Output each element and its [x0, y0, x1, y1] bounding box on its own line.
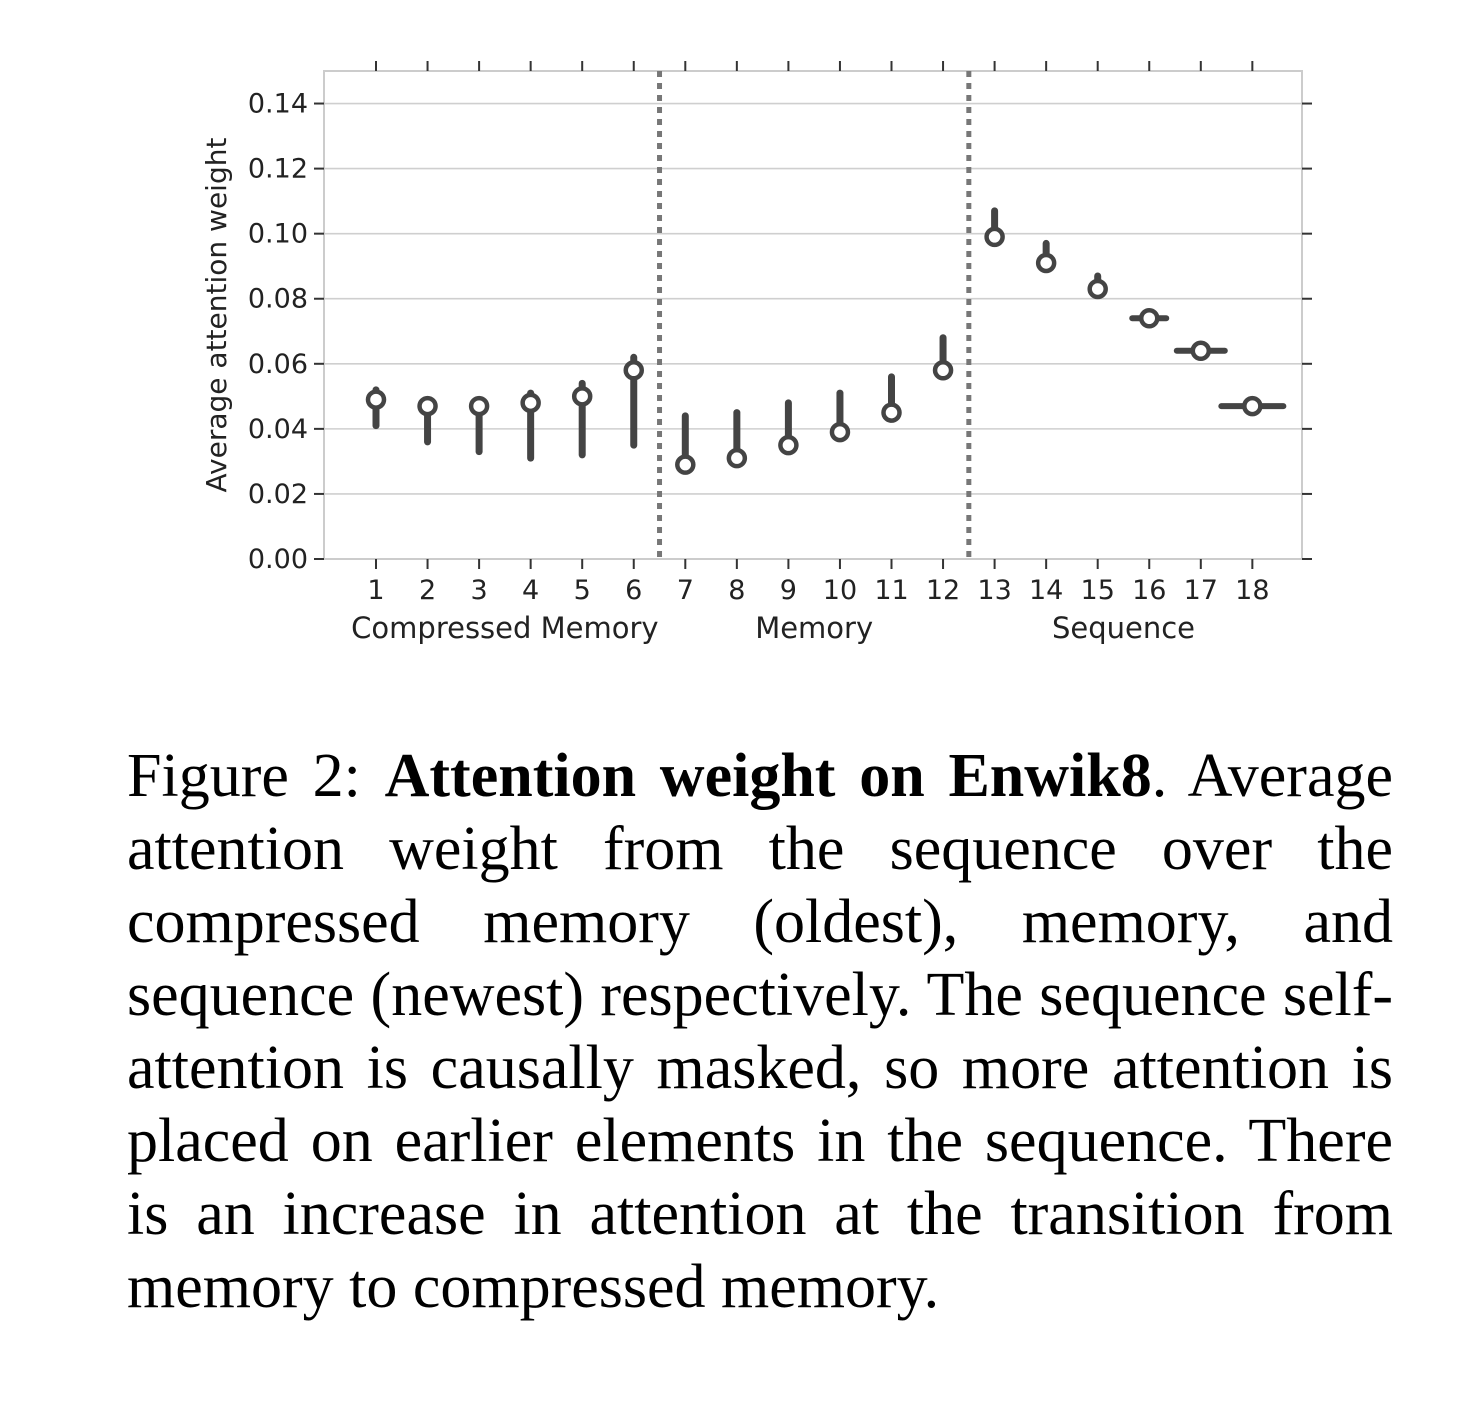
mean-marker — [984, 226, 1005, 248]
data-point-16 — [1129, 308, 1170, 329]
mean-marker — [1242, 395, 1263, 417]
data-point-13 — [984, 207, 1005, 248]
data-point-7 — [675, 412, 696, 475]
group-label: Compressed Memory — [351, 611, 658, 645]
y-tick-label: 0.04 — [248, 414, 308, 445]
caption-prefix: Figure 2: — [127, 742, 385, 810]
x-tick-label: 5 — [574, 575, 591, 606]
x-tick-label: 11 — [874, 575, 908, 606]
caption-title: Attention weight on Enwik8 — [384, 742, 1152, 810]
plot-frame — [323, 70, 1303, 560]
data-point-12 — [932, 334, 954, 381]
x-tick-labels: 1 2 3 4 5 6 7 8 9 10 11 12 13 14 15 16 17 18 — [367, 575, 1269, 606]
mean-marker — [778, 434, 799, 456]
mean-marker — [1190, 340, 1212, 362]
y-tick-label: 0.02 — [248, 479, 308, 510]
mean-marker — [623, 360, 644, 381]
y-tick-label: 0.00 — [248, 544, 308, 575]
x-tick-label: 12 — [926, 575, 960, 606]
x-tick-label: 17 — [1184, 575, 1218, 606]
mean-marker — [571, 386, 593, 407]
mean-marker — [468, 395, 490, 417]
x-tick-label: 8 — [728, 575, 745, 606]
mean-marker — [932, 360, 954, 381]
x-tick-label: 14 — [1029, 575, 1063, 606]
data-point-11 — [881, 373, 902, 423]
x-tick-label: 7 — [677, 575, 694, 606]
data-point-6 — [623, 353, 644, 449]
data-point-4 — [520, 389, 541, 462]
mean-marker — [1035, 252, 1057, 274]
data-marks — [365, 207, 1287, 475]
x-tick-label: 4 — [522, 575, 539, 606]
mean-marker — [520, 392, 541, 414]
mean-marker — [726, 447, 748, 469]
mean-marker — [365, 389, 387, 410]
mean-marker — [1087, 278, 1108, 300]
section-dividers — [657, 71, 972, 559]
data-point-18 — [1218, 395, 1287, 417]
x-tick-label: 1 — [367, 575, 384, 606]
figure-caption: Figure 2: Attention weight on Enwik8. Av… — [127, 740, 1393, 1324]
x-tick-label: 3 — [471, 575, 488, 606]
data-point-5 — [571, 379, 593, 459]
y-tick-label: 0.06 — [248, 349, 308, 380]
mean-marker — [675, 454, 696, 475]
mean-marker — [829, 421, 851, 443]
x-tick-label: 2 — [419, 575, 436, 606]
x-tick-label: 16 — [1132, 575, 1166, 606]
mean-marker — [1139, 308, 1160, 329]
caption-body: . Av­erage attention weight from the seq… — [127, 742, 1393, 1321]
data-point-17 — [1173, 340, 1228, 362]
x-tick-label: 6 — [625, 575, 642, 606]
y-tick-labels: 0.00 0.02 0.04 0.06 0.08 0.10 0.12 0.14 — [248, 89, 308, 575]
x-tick-label: 9 — [780, 575, 797, 606]
data-point-2 — [417, 395, 438, 446]
data-point-8 — [726, 409, 748, 469]
group-label: Sequence — [1052, 611, 1195, 645]
data-point-1 — [365, 386, 387, 430]
data-point-3 — [468, 395, 490, 456]
y-tick-label: 0.10 — [248, 219, 308, 250]
mean-marker — [881, 402, 902, 423]
data-point-9 — [778, 399, 799, 456]
data-point-15 — [1087, 272, 1108, 300]
y-tick-label: 0.08 — [248, 284, 308, 315]
y-tick-label: 0.12 — [248, 154, 308, 185]
x-tick-label: 13 — [977, 575, 1011, 606]
x-tick-label: 18 — [1235, 575, 1269, 606]
y-axis-label: Average attention weight — [200, 138, 233, 493]
group-label: Memory — [755, 611, 873, 645]
mean-marker — [417, 395, 438, 417]
gridlines — [324, 102, 1302, 560]
data-point-14 — [1035, 239, 1057, 274]
axis-ticks — [314, 61, 1312, 569]
x-tick-label: 15 — [1081, 575, 1115, 606]
x-tick-label: 10 — [823, 575, 857, 606]
y-tick-label: 0.14 — [248, 89, 308, 120]
group-labels: Compressed Memory Memory Sequence — [351, 611, 1195, 645]
data-point-10 — [829, 389, 851, 443]
